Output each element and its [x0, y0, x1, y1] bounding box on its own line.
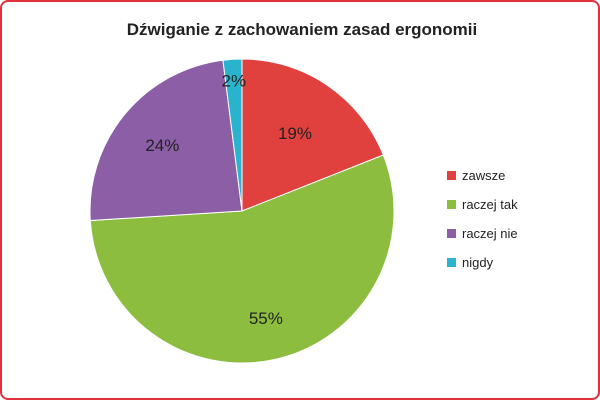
legend-swatch [447, 228, 456, 238]
slice-label: 2% [222, 72, 247, 91]
pie-slice-raczej-nie [89, 59, 243, 222]
legend-item-nigdy: nigdy [447, 252, 518, 272]
legend-item-raczej-nie: raczej nie [447, 223, 518, 243]
slice-label: 19% [278, 124, 312, 143]
pie-slice-raczej-tak [89, 154, 395, 364]
legend-item-zawsze: zawsze [447, 165, 518, 185]
pie-slice-nigdy [222, 58, 243, 212]
slice-label: 55% [249, 309, 283, 328]
legend-label: zawsze [462, 167, 506, 183]
slice-label: 24% [145, 136, 179, 155]
pie-slice-zawsze [241, 58, 384, 212]
legend-label: nigdy [462, 254, 494, 270]
legend-item-raczej-tak: raczej tak [447, 194, 518, 214]
chart-title: Dźwiganie z zachowaniem zasad ergonomii [126, 20, 478, 39]
legend-label: raczej tak [462, 196, 518, 212]
legend-swatch [447, 199, 456, 209]
legend-swatch [447, 257, 456, 267]
legend-swatch [447, 170, 456, 180]
legend: zawsze raczej tak raczej nie nigdy [447, 165, 518, 281]
legend-label: raczej nie [462, 225, 518, 241]
